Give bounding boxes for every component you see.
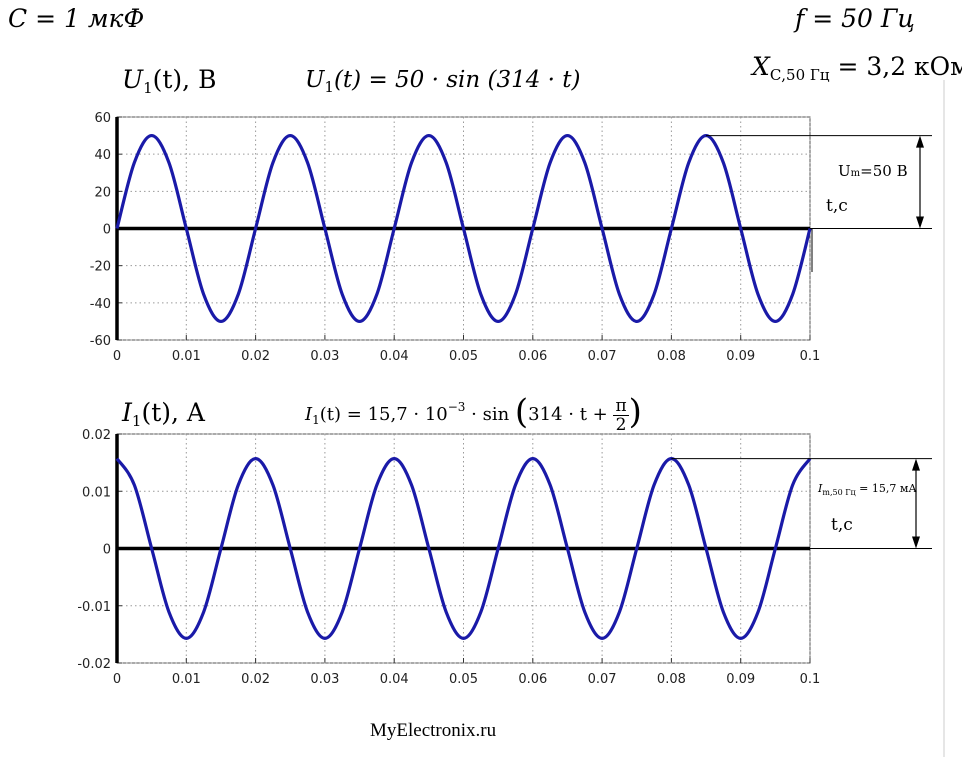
bottom-formula-paren-open: ( xyxy=(514,392,529,432)
bottom-amp-symbol: I xyxy=(818,482,823,495)
bottom-x-tick-label: 0.05 xyxy=(449,672,478,687)
top-ylabel-symbol: U xyxy=(122,65,144,94)
top-y-tick-label: 40 xyxy=(94,148,111,163)
bottom-formula-sin: · sin xyxy=(465,404,515,425)
top-time-label: t,c xyxy=(826,196,848,216)
bottom-amp-rest: = 15,7 мА xyxy=(855,482,917,495)
bottom-y-axis-label: I1(t), A xyxy=(122,398,205,430)
top-x-tick-label: 0.09 xyxy=(726,349,755,364)
bottom-y-tick-label: 0 xyxy=(103,543,111,558)
top-y-tick-label: -20 xyxy=(90,260,111,275)
top-x-tick-label: 0.1 xyxy=(800,349,821,364)
top-x-tick-label: 0.07 xyxy=(588,349,617,364)
top-amplitude-arrowhead-down xyxy=(916,216,924,229)
bottom-x-tick-label: 0.08 xyxy=(657,672,686,687)
top-y-tick-label: 0 xyxy=(103,223,111,238)
bottom-formula-exponent: −3 xyxy=(447,400,466,414)
bottom-formula-arg: 314 · t + xyxy=(528,404,614,425)
top-x-tick-label: 0.04 xyxy=(380,349,409,364)
bottom-signal-curve xyxy=(115,457,812,640)
top-formula-rest: (t) = 50 · sin (314 · t) xyxy=(333,67,581,93)
top-ylabel-subscript: 1 xyxy=(143,79,153,97)
bottom-formula-subscript: 1 xyxy=(312,413,320,427)
reactance-subscript: С,50 Гц xyxy=(769,66,830,84)
bottom-formula: I1(t) = 15,7 · 10−3 · sin (314 · t + π 2) xyxy=(305,392,642,434)
top-x-tick-label: 0.01 xyxy=(172,349,201,364)
top-y-tick-label: -60 xyxy=(90,334,111,349)
bottom-amplitude-arrowhead-down xyxy=(912,536,920,549)
watermark: MyElectronix.ru xyxy=(370,720,497,741)
top-amp-rest: =50 В xyxy=(860,162,908,180)
fraction-numerator: π xyxy=(613,395,629,416)
top-x-tick-label: 0 xyxy=(113,349,121,364)
top-x-tick-label: 0.02 xyxy=(241,349,270,364)
capacitance-label: C = 1 мкФ xyxy=(8,4,145,33)
bottom-y-tick-label: 0.01 xyxy=(82,485,111,500)
bottom-formula-mid: (t) = 15,7 · 10 xyxy=(319,404,448,425)
reactance-symbol: X xyxy=(752,52,770,81)
top-formula: U1(t) = 50 · sin (314 · t) xyxy=(305,67,581,96)
bottom-ylabel-rest: (t), A xyxy=(141,398,205,427)
bottom-x-tick-label: 0.09 xyxy=(726,672,755,687)
top-ylabel-rest: (t), В xyxy=(152,65,217,94)
bottom-y-tick-label: -0.02 xyxy=(77,657,111,672)
reactance-value: = 3,2 кОм xyxy=(829,52,962,81)
bottom-x-tick-label: 0.04 xyxy=(380,672,409,687)
bottom-y-tick-label: 0.02 xyxy=(82,428,111,443)
bottom-x-tick-label: 0.1 xyxy=(800,672,821,687)
top-y-tick-label: 20 xyxy=(94,185,111,200)
bottom-ylabel-symbol: I xyxy=(122,398,132,427)
bottom-time-label: t,c xyxy=(831,515,853,535)
top-amplitude-label: Um=50 В xyxy=(838,162,908,180)
top-formula-symbol: U xyxy=(305,67,325,93)
bottom-x-tick-label: 0.07 xyxy=(588,672,617,687)
bottom-formula-symbol: I xyxy=(305,404,313,425)
fraction-denominator: 2 xyxy=(615,414,627,435)
bottom-amplitude-arrowhead-up xyxy=(912,458,920,471)
top-formula-subscript: 1 xyxy=(324,78,334,96)
top-amp-base: U xyxy=(838,162,851,180)
bottom-x-tick-label: 0.03 xyxy=(310,672,339,687)
top-y-tick-label: 60 xyxy=(94,111,111,126)
reactance-label: XС,50 Гц = 3,2 кОм xyxy=(752,52,962,84)
top-x-tick-label: 0.06 xyxy=(518,349,547,364)
top-y-tick-label: -40 xyxy=(90,297,111,312)
bottom-x-tick-label: 0 xyxy=(113,672,121,687)
top-amp-sub: m xyxy=(850,168,861,179)
bottom-amplitude-label: Im,50 Гц = 15,7 мА xyxy=(818,482,917,497)
bottom-x-tick-label: 0.02 xyxy=(241,672,270,687)
top-y-axis-label: U1(t), В xyxy=(122,65,216,97)
bottom-x-tick-label: 0.06 xyxy=(518,672,547,687)
bottom-formula-paren-close: ) xyxy=(628,392,642,432)
top-x-tick-label: 0.08 xyxy=(657,349,686,364)
bottom-amp-sub: m,50 Гц xyxy=(822,488,856,497)
bottom-y-tick-label: -0.01 xyxy=(77,600,111,615)
top-x-tick-label: 0.05 xyxy=(449,349,478,364)
top-amplitude-arrowhead-up xyxy=(916,135,924,148)
top-signal-curve xyxy=(115,133,812,324)
bottom-x-tick-label: 0.01 xyxy=(172,672,201,687)
top-x-tick-label: 0.03 xyxy=(310,349,339,364)
frequency-label: f = 50 Гц xyxy=(795,4,915,33)
bottom-ylabel-subscript: 1 xyxy=(131,412,142,430)
